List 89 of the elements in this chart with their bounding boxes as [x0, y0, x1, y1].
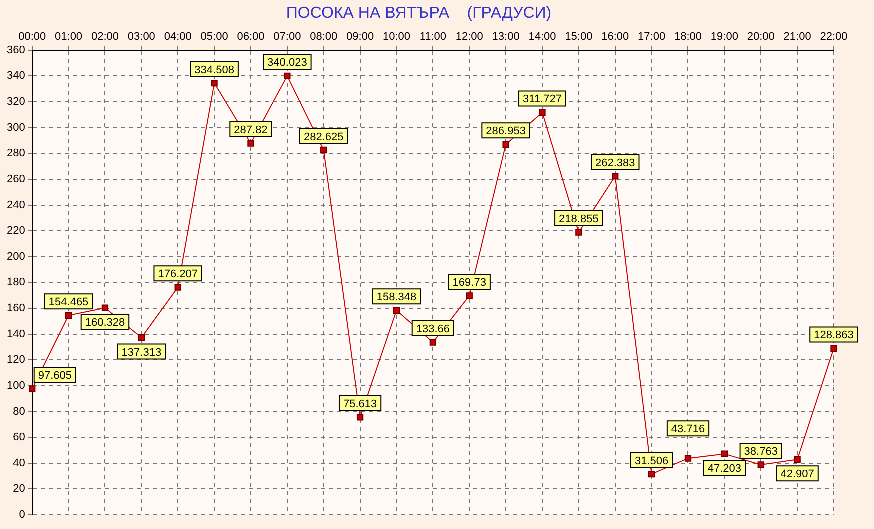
point [284, 72, 291, 80]
data-label: 158.348 [376, 292, 417, 304]
y-tick-label: 80 [13, 406, 26, 418]
point [430, 339, 437, 346]
data-label: 262.383 [595, 157, 636, 170]
data-label: 160.328 [85, 317, 126, 330]
point [684, 455, 692, 462]
x-tick-label: 17:00 [638, 30, 666, 43]
data-label: 31.506 [634, 455, 669, 468]
point [794, 456, 801, 463]
y-tick-label: 0 [19, 509, 26, 522]
y-tick-label: 160 [6, 302, 26, 315]
x-tick-label: 18:00 [674, 30, 702, 43]
point [758, 462, 764, 468]
point [65, 312, 72, 319]
x-tick-label: 15:00 [565, 30, 593, 43]
point [102, 304, 109, 312]
y-tick-label: 220 [6, 225, 26, 238]
y-tick-label: 340 [6, 70, 26, 82]
x-tick-label: 14:00 [528, 30, 556, 43]
x-tick-label: 06:00 [237, 30, 265, 43]
y-tick-label: 320 [6, 96, 26, 108]
y-tick-label: 280 [6, 148, 26, 160]
x-tick-label: 07:00 [274, 30, 302, 43]
x-tick-label: 20:00 [747, 30, 775, 43]
data-label: 286.953 [486, 126, 526, 138]
y-tick-label: 200 [6, 250, 26, 263]
data-label: 287.82 [234, 124, 268, 137]
y-tick-label: 40 [13, 457, 26, 470]
data-label: 176.207 [158, 268, 198, 281]
x-tick-label: 02:00 [91, 30, 119, 43]
point [466, 292, 473, 300]
x-tick-label: 13:00 [492, 30, 520, 43]
x-tick-label: 19:00 [710, 30, 738, 43]
data-label: 128.863 [814, 330, 854, 342]
data-label: 154.465 [48, 296, 89, 309]
data-label: 340.023 [268, 57, 308, 70]
data-label: 133.66 [416, 324, 450, 336]
point [612, 173, 619, 180]
data-label: 137.313 [122, 346, 162, 359]
y-tick-label: 360 [6, 44, 26, 56]
data-label: 311.727 [523, 94, 562, 106]
point [721, 450, 728, 458]
point [393, 307, 400, 314]
y-tick-label: 120 [6, 354, 26, 366]
x-tick-label: 04:00 [164, 30, 192, 43]
chart-title: ПОСОКА НА ВЯТЪРА (ГРАДУСИ) [286, 5, 552, 22]
point [648, 471, 656, 478]
x-tick-label: 12:00 [456, 30, 484, 43]
y-tick-label: 180 [6, 276, 26, 289]
point [502, 141, 510, 148]
data-label: 282.625 [304, 131, 344, 144]
point [356, 414, 364, 421]
x-tick-label: 11:00 [420, 30, 447, 43]
point [138, 334, 145, 342]
y-tick-label: 300 [6, 122, 26, 134]
point [576, 229, 582, 236]
x-tick-label: 16:00 [602, 30, 630, 43]
point [211, 80, 218, 87]
point [248, 140, 254, 147]
data-label: 38.763 [744, 446, 778, 458]
point [174, 284, 182, 291]
y-tick-label: 60 [13, 432, 26, 444]
data-label: 47.203 [708, 463, 742, 476]
x-tick-label: 05:00 [200, 30, 228, 43]
y-tick-label: 100 [6, 380, 26, 392]
data-label: 42.907 [780, 468, 814, 481]
x-tick-label: 01:00 [55, 30, 83, 43]
x-tick-label: 22:00 [820, 30, 848, 43]
data-label: 334.508 [194, 64, 234, 76]
x-tick-label: 03:00 [128, 30, 156, 43]
point [539, 109, 546, 116]
y-tick-label: 140 [6, 328, 26, 340]
x-tick-label: 21:00 [784, 30, 812, 43]
data-label: 97.605 [38, 370, 72, 382]
data-label: 75.613 [343, 398, 378, 410]
y-tick-label: 20 [13, 483, 26, 496]
x-tick-label: 08:00 [310, 30, 338, 43]
point [320, 146, 328, 154]
point [830, 345, 838, 352]
data-label: 43.716 [671, 424, 706, 436]
data-label: 169.73 [452, 276, 486, 289]
x-tick-label: 10:00 [382, 30, 411, 43]
y-tick-label: 240 [6, 199, 26, 212]
point [29, 386, 36, 392]
x-tick-label: 09:00 [346, 30, 374, 43]
x-tick-label: 00:00 [18, 30, 46, 43]
y-tick-label: 260 [6, 173, 26, 186]
data-label: 218.855 [559, 214, 599, 226]
